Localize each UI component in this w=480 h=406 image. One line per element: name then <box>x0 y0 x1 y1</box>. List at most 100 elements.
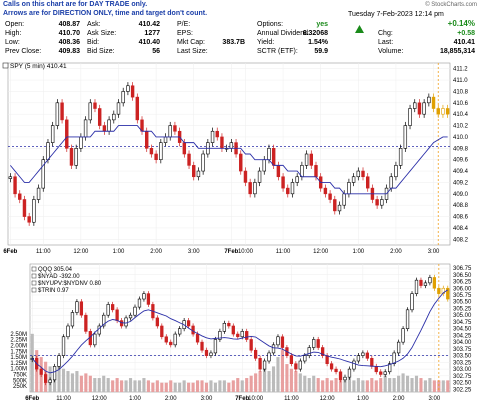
volume-tick-label: 2.00M <box>10 343 27 349</box>
candle-body <box>43 374 48 383</box>
volume-bar <box>334 378 338 392</box>
candle-body <box>352 360 356 370</box>
x-tick-label: 1:00 <box>113 249 125 255</box>
volume-bar <box>249 375 253 392</box>
x-tick-label: 6Feb <box>3 249 17 255</box>
x-tick-label: 6Feb <box>25 396 39 402</box>
candle-body <box>154 153 158 160</box>
candle-body <box>325 355 329 365</box>
quote-col1-value: 409.83 <box>58 48 80 55</box>
candle-body <box>65 119 69 149</box>
volume-bar <box>213 382 217 392</box>
candle-body <box>342 193 346 206</box>
candle-body <box>133 306 137 316</box>
candle-body <box>130 85 135 98</box>
candle-body <box>187 153 191 166</box>
quote-col1-label: High: <box>5 30 22 37</box>
x-tick-label: 2:00 <box>150 249 162 255</box>
candle-body <box>102 125 107 132</box>
quote-col3-label: P/E: <box>177 21 191 28</box>
volume-bar <box>325 378 329 392</box>
volume-bar <box>142 378 146 392</box>
quote-col2-label: Bid Size: <box>87 48 115 55</box>
candle-body <box>445 108 450 115</box>
quote-col4-label: Annual Dividend: <box>257 30 310 37</box>
volume-tick-label: 1.75M <box>10 349 27 355</box>
quote-col1-value: 410.70 <box>58 30 80 37</box>
candle-body <box>281 176 285 189</box>
candle-body <box>249 339 253 351</box>
quote-col5-value: 18,855,314 <box>439 48 475 55</box>
x-tick-label: 3:00 <box>428 249 440 255</box>
volume-bar <box>137 380 142 392</box>
candle-body <box>446 287 450 300</box>
x-tick-label: 2:00 <box>390 249 402 255</box>
quote-col1-value: 408.87 <box>58 21 80 28</box>
candle-body <box>405 309 410 329</box>
x-tick-label: 7Feb <box>224 249 238 255</box>
volume-tick-label: 500K <box>13 378 27 384</box>
volume-bar <box>178 382 182 392</box>
legend-qqq-1: $NYAD -392.00 <box>38 274 80 280</box>
candle-body <box>210 130 215 143</box>
y-tick-label: 408.6 <box>453 215 469 221</box>
candle-body <box>243 170 248 183</box>
volume-bar <box>352 380 356 392</box>
y-tick-label: 304.75 <box>453 320 472 326</box>
quote-header: Calls on this chart are for DAY TRADE on… <box>0 0 480 57</box>
y-tick-label: 306.25 <box>453 280 472 286</box>
candle-body <box>119 320 124 327</box>
candle-body <box>309 153 313 166</box>
quote-col1-value: 408.36 <box>58 39 80 46</box>
candle-body <box>245 331 249 340</box>
candle-body <box>394 165 398 178</box>
x-tick-label: 2:00 <box>165 396 177 402</box>
volume-bar <box>254 373 258 392</box>
y-tick-label: 411.2 <box>453 67 468 73</box>
candle-body <box>55 102 60 126</box>
volume-bar <box>195 380 200 392</box>
candle-body <box>168 125 172 138</box>
candle-body <box>215 130 219 138</box>
candle-body <box>304 153 309 166</box>
volume-bar <box>236 378 240 392</box>
plot-frame <box>7 62 451 246</box>
candle-body <box>374 366 378 373</box>
quote-col5-label: Chg: <box>378 30 393 37</box>
quote-col2-label: Bid: <box>87 39 100 46</box>
volume-bar <box>191 382 195 392</box>
volume-tick-label: 2.50M <box>10 332 27 338</box>
quote-col4-label: Yield: <box>257 39 275 46</box>
candle-body <box>294 363 298 370</box>
candle-body <box>347 368 352 378</box>
quote-col2-value: 410.40 <box>138 39 160 46</box>
volume-bar <box>79 375 83 392</box>
candle-body <box>307 347 311 356</box>
volume-bar <box>231 380 235 392</box>
candle-body <box>398 148 403 166</box>
quote-col3-value: 383.7B <box>222 39 245 46</box>
volume-bar <box>66 371 70 392</box>
candle-body <box>115 309 119 321</box>
x-tick-label: 12:00 <box>320 396 336 402</box>
candle-body <box>351 176 356 183</box>
qqq-price-chart: 306.75306.50306.25306.00305.75305.50305.… <box>10 263 472 402</box>
legend-box-icon <box>31 280 37 286</box>
volume-bar <box>93 378 97 392</box>
volume-bar <box>347 378 352 392</box>
candle-body <box>366 176 370 189</box>
legend-box-icon <box>31 273 37 279</box>
candle-body <box>52 366 57 381</box>
volume-bar <box>70 373 75 392</box>
volume-bar <box>405 375 410 392</box>
candle-body <box>236 333 240 338</box>
y-tick-label: 408.4 <box>453 226 469 232</box>
y-tick-label: 409.0 <box>453 192 469 198</box>
x-tick-label: 11:00 <box>284 396 299 402</box>
y-tick-label: 409.4 <box>453 169 469 175</box>
candle-body <box>379 371 383 375</box>
candle-body <box>423 282 428 286</box>
volume-bar <box>397 375 401 392</box>
candle-body <box>338 371 343 381</box>
y-tick-label: 305.75 <box>453 293 472 299</box>
